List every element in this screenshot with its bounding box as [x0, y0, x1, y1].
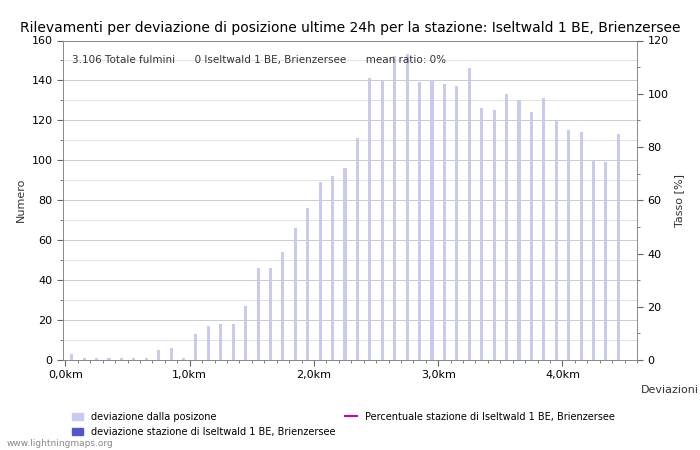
Bar — [443, 85, 446, 360]
Bar — [195, 334, 197, 360]
Bar — [405, 54, 409, 360]
Bar — [169, 348, 173, 360]
Bar — [244, 306, 247, 360]
Bar — [393, 56, 396, 360]
Bar — [480, 108, 483, 360]
Bar — [344, 168, 346, 360]
Bar — [554, 120, 558, 360]
Bar — [542, 99, 545, 360]
Bar — [182, 358, 185, 360]
Bar — [269, 268, 272, 360]
Bar — [120, 358, 123, 360]
Bar — [331, 176, 334, 360]
Y-axis label: Tasso [%]: Tasso [%] — [674, 174, 684, 227]
Bar — [468, 68, 471, 360]
Bar — [455, 86, 458, 360]
Bar — [306, 208, 309, 360]
Title: Rilevamenti per deviazione di posizione ultime 24h per la stazione: Iseltwald 1 : Rilevamenti per deviazione di posizione … — [20, 21, 680, 35]
Bar — [219, 324, 223, 360]
Bar — [157, 350, 160, 360]
Text: Deviazioni: Deviazioni — [641, 385, 699, 395]
Text: 3.106 Totale fulmini      0 Iseltwald 1 BE, Brienzersee      mean ratio: 0%: 3.106 Totale fulmini 0 Iseltwald 1 BE, B… — [71, 55, 446, 65]
Bar — [206, 326, 210, 360]
Bar — [381, 81, 384, 360]
Bar — [318, 182, 322, 360]
Bar — [517, 100, 521, 360]
Bar — [294, 228, 297, 360]
Bar — [505, 94, 508, 360]
Bar — [493, 110, 496, 360]
Bar — [430, 81, 433, 360]
Bar — [70, 354, 74, 360]
Bar — [107, 358, 111, 360]
Bar — [132, 358, 135, 360]
Bar — [530, 112, 533, 360]
Bar — [567, 130, 570, 360]
Bar — [95, 358, 98, 360]
Bar — [604, 162, 608, 360]
Legend: deviazione dalla posizone, deviazione stazione di Iseltwald 1 BE, Brienzersee, P: deviazione dalla posizone, deviazione st… — [68, 408, 619, 441]
Bar — [356, 138, 359, 360]
Bar — [617, 135, 620, 360]
Bar — [145, 358, 148, 360]
Bar — [232, 324, 235, 360]
Bar — [592, 160, 595, 360]
Bar — [281, 252, 284, 360]
Bar — [418, 82, 421, 360]
Bar — [580, 132, 582, 360]
Bar — [368, 78, 372, 360]
Y-axis label: Numero: Numero — [16, 178, 26, 222]
Text: www.lightningmaps.org: www.lightningmaps.org — [7, 439, 113, 448]
Bar — [83, 358, 85, 360]
Bar — [256, 268, 260, 360]
